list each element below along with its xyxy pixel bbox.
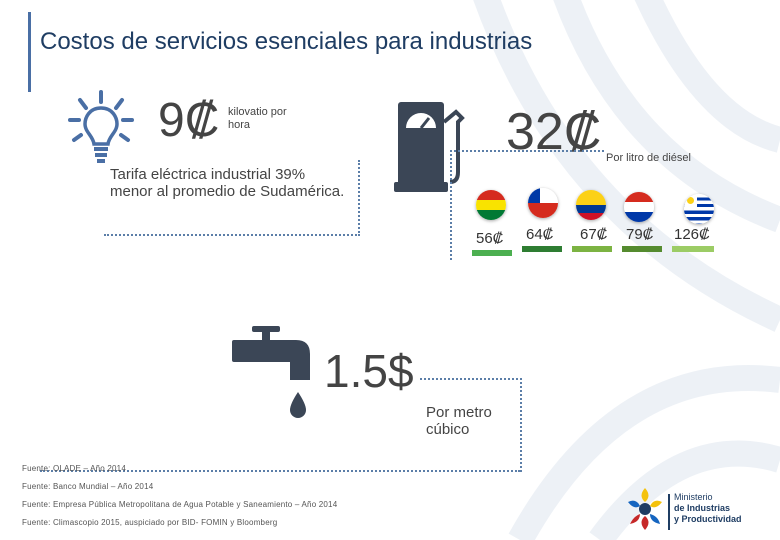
source-3: Fuente: Empresa Pública Metropolitana de… bbox=[22, 500, 338, 509]
colombia-bar bbox=[572, 246, 612, 252]
colombia-flag-icon bbox=[576, 190, 606, 220]
paraguay-bar bbox=[622, 246, 662, 252]
electricity-price: 9₡ bbox=[158, 94, 220, 147]
electricity-box bbox=[104, 160, 360, 236]
bolivia-bar bbox=[472, 250, 512, 256]
chile-bar bbox=[522, 246, 562, 252]
uruguay-flag-icon bbox=[684, 194, 714, 224]
source-1: Fuente: OLADE – Año 2014 bbox=[22, 464, 126, 473]
chile-value: 64₡ bbox=[526, 226, 554, 243]
water-tap-icon bbox=[232, 326, 310, 418]
water-box-bottom bbox=[40, 470, 520, 472]
uruguay-value: 126₡ bbox=[674, 226, 710, 243]
diesel-box bbox=[450, 150, 604, 260]
logo-line-1: Ministerio bbox=[674, 492, 713, 502]
ministry-logo-text: Ministerio de Industrias y Productividad bbox=[674, 492, 742, 525]
fuel-pump-icon bbox=[394, 102, 465, 192]
uruguay-bar bbox=[672, 246, 714, 252]
diesel-unit: Por litro de diésel bbox=[606, 152, 691, 164]
source-4: Fuente: Climascopio 2015, auspiciado por… bbox=[22, 518, 278, 527]
logo-line-2: de Industrias bbox=[674, 503, 731, 513]
page-title: Costos de servicios esenciales para indu… bbox=[40, 28, 533, 55]
paraguay-value: 79₡ bbox=[626, 226, 654, 243]
bolivia-flag-icon bbox=[476, 190, 506, 220]
logo-line-3: y Productividad bbox=[674, 514, 742, 524]
electricity-description: Tarifa eléctrica industrial 39% menor al… bbox=[110, 166, 345, 200]
ministry-logo-icon bbox=[628, 488, 662, 530]
chile-flag-icon bbox=[528, 188, 558, 218]
colombia-value: 67₡ bbox=[580, 226, 608, 243]
paraguay-flag-icon bbox=[624, 192, 654, 222]
source-2: Fuente: Banco Mundial – Año 2014 bbox=[22, 482, 154, 491]
water-price: 1.5$ bbox=[324, 345, 414, 397]
water-box-top bbox=[420, 378, 522, 472]
water-unit: Por metro cúbico bbox=[426, 404, 492, 438]
bolivia-value: 56₡ bbox=[476, 230, 504, 247]
logo-divider bbox=[668, 494, 670, 530]
lightbulb-icon bbox=[68, 90, 134, 163]
electricity-unit: kilovatio por hora bbox=[228, 106, 287, 131]
title-accent-bar bbox=[28, 12, 31, 92]
